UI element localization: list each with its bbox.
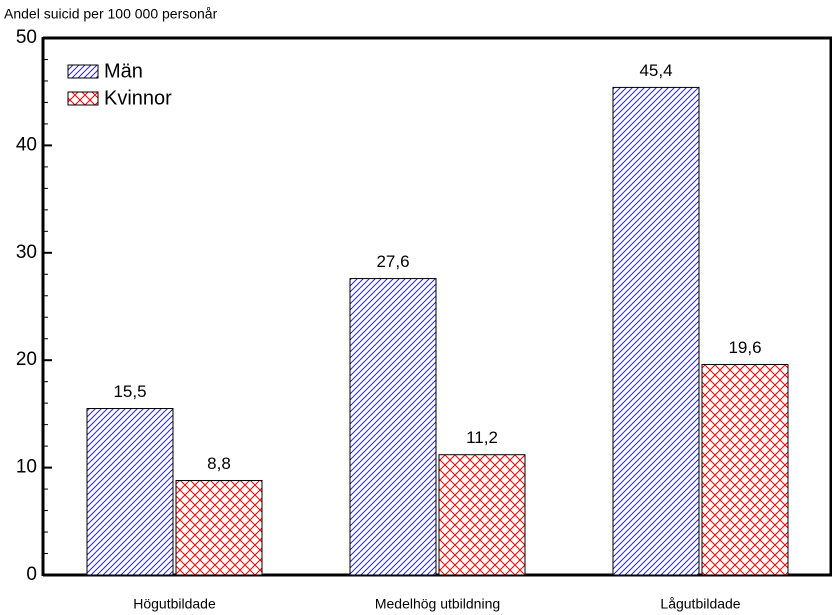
x-tick-label: Högutbildade — [133, 596, 216, 612]
y-tick-label: 40 — [16, 134, 37, 155]
chart-title: Andel suicid per 100 000 personår — [4, 6, 218, 22]
legend-label: Män — [104, 60, 143, 82]
y-tick-label: 0 — [26, 564, 37, 585]
value-label: 15,5 — [113, 382, 146, 401]
value-label: 27,6 — [376, 252, 409, 271]
legend-swatch — [67, 64, 99, 79]
bar — [86, 408, 174, 576]
bar — [701, 363, 789, 576]
bar — [438, 454, 526, 576]
bar — [349, 278, 437, 576]
value-label: 19,6 — [728, 338, 761, 357]
y-tick-label: 50 — [16, 27, 37, 48]
value-label: 8,8 — [207, 454, 231, 473]
x-tick-label: Medelhög utbildning — [375, 596, 500, 612]
bar — [175, 479, 263, 576]
legend-label: Kvinnor — [104, 87, 172, 109]
y-tick-label: 10 — [16, 457, 37, 478]
bar — [612, 86, 700, 576]
legend-swatch — [67, 91, 99, 106]
x-tick-label: Lågutbildade — [660, 596, 740, 612]
y-tick-label: 30 — [16, 242, 37, 263]
value-label: 11,2 — [466, 428, 498, 447]
value-label: 45,4 — [639, 61, 672, 80]
y-tick-label: 20 — [16, 349, 37, 370]
